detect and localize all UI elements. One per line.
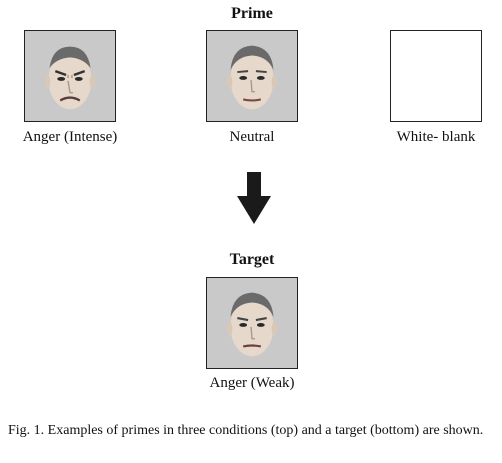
prime-label-anger-intense: Anger (Intense)	[22, 129, 118, 145]
figure-caption: Fig. 1. Examples of primes in three cond…	[8, 423, 484, 438]
down-arrow-icon	[237, 172, 271, 224]
prime-image-white-blank	[390, 30, 482, 122]
prime-image-anger-intense	[24, 30, 116, 122]
prime-heading: Prime	[231, 5, 273, 22]
target-heading: Target	[229, 251, 275, 268]
prime-label-white-blank: White- blank	[396, 129, 476, 145]
angry-face-intense-icon	[44, 46, 96, 110]
target-image-anger-weak	[206, 277, 298, 369]
prime-label-neutral: Neutral	[229, 129, 275, 145]
prime-image-neutral	[206, 30, 298, 122]
target-label-anger-weak: Anger (Weak)	[209, 375, 295, 391]
angry-face-weak-icon	[226, 292, 278, 357]
neutral-face-icon	[226, 45, 278, 110]
